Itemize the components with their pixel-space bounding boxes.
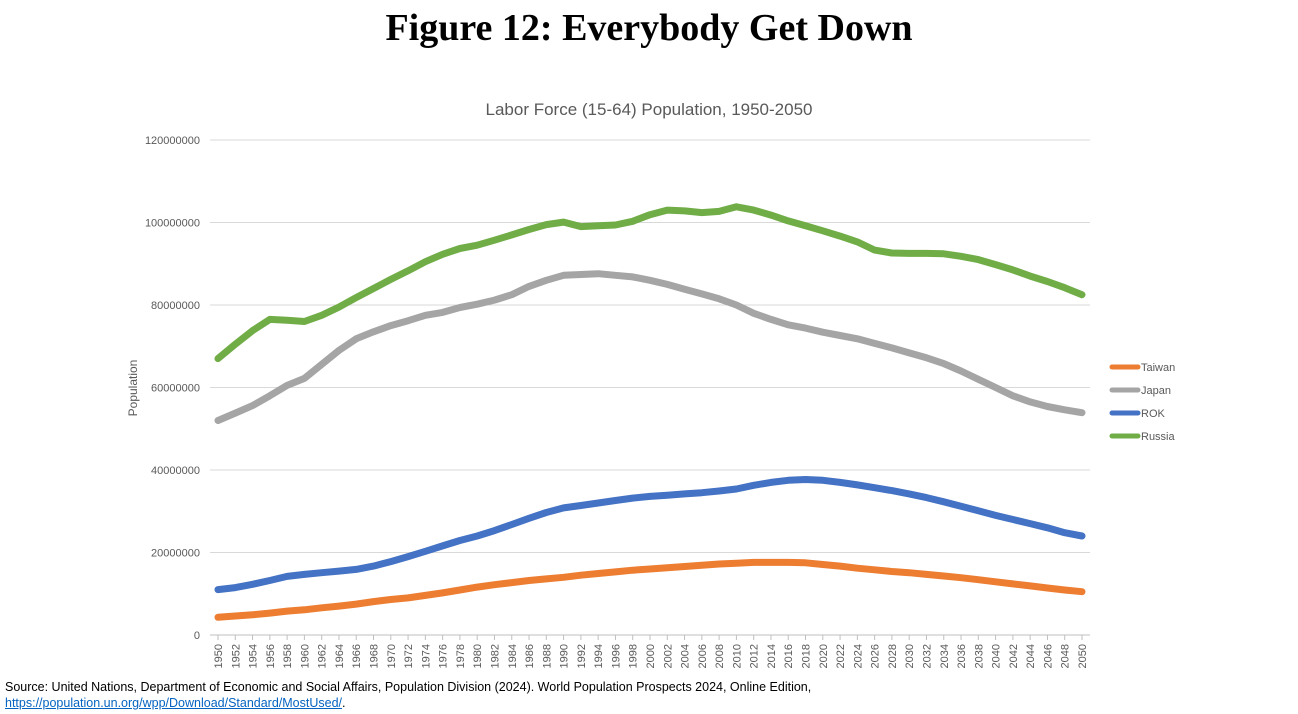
- y-tick-label: 80000000: [151, 300, 200, 312]
- x-tick-label: 1978: [455, 644, 467, 668]
- x-tick-label: 2020: [818, 644, 830, 668]
- source-link[interactable]: https://population.un.org/wpp/Download/S…: [5, 696, 343, 710]
- x-tick-label: 2042: [1008, 644, 1020, 668]
- x-tick-label: 1966: [351, 644, 363, 668]
- x-tick-label: 1996: [610, 644, 622, 668]
- x-tick-label: 1960: [299, 644, 311, 668]
- line-chart: 0 20000000 40000000 60000000 80000000 1000000…: [126, 135, 1176, 668]
- x-tick-label: 2044: [1025, 644, 1037, 668]
- x-tick-label: 1970: [386, 644, 398, 668]
- x-tick-label: 2038: [973, 644, 985, 668]
- y-tick-label: 20000000: [151, 548, 200, 560]
- chart-title: Labor Force (15-64) Population, 1950-205…: [485, 100, 813, 119]
- x-tick-label: 2036: [956, 644, 968, 668]
- x-tick-label: 2012: [749, 644, 761, 668]
- y-tick-label: 120000000: [145, 135, 200, 147]
- series-line-rok: [214, 476, 1086, 594]
- y-tick-label: 60000000: [151, 383, 200, 395]
- x-tick-label: 2006: [697, 644, 709, 668]
- y-tick-label: 100000000: [145, 218, 200, 230]
- x-tick-label: 2016: [783, 644, 795, 668]
- figure-title: Figure 12: Everybody Get Down: [385, 7, 913, 49]
- source-note: Source: United Nations, Department of Ec…: [5, 679, 811, 711]
- x-tick-label: 1964: [334, 644, 346, 668]
- x-tick-label: 2048: [1060, 644, 1072, 668]
- x-tick-label: 2034: [939, 644, 951, 668]
- x-tick-label: 1954: [248, 644, 260, 668]
- x-tick-label: 2010: [731, 644, 743, 668]
- series-line-russia: [214, 203, 1086, 363]
- x-tick-label: 2028: [887, 644, 899, 668]
- x-tick-label: 1974: [420, 644, 432, 668]
- x-tick-label: 1958: [282, 644, 294, 668]
- x-tick-label: 1968: [369, 644, 381, 668]
- legend-label-russia: Russia: [1141, 431, 1176, 443]
- x-tick-label: 2002: [662, 644, 674, 668]
- y-tick-label: 0: [194, 630, 200, 642]
- series-line-taiwan: [214, 558, 1086, 621]
- legend-label-taiwan: Taiwan: [1141, 362, 1175, 374]
- x-tick-label: 2008: [714, 644, 726, 668]
- x-tick-label: 1980: [472, 644, 484, 668]
- legend-label-japan: Japan: [1141, 385, 1171, 397]
- x-tick-label: 1992: [576, 644, 588, 668]
- source-suffix: .: [342, 696, 346, 710]
- x-tick-label: 2026: [870, 644, 882, 668]
- x-tick-label: 2040: [991, 644, 1003, 668]
- x-tick-label: 1988: [541, 644, 553, 668]
- x-tick-label: 2014: [766, 644, 778, 668]
- x-tick-label: 1994: [593, 644, 605, 668]
- x-tick-label: 1962: [317, 644, 329, 668]
- x-tick-label: 1984: [507, 644, 519, 668]
- x-tick-label: 1952: [230, 644, 242, 668]
- legend-label-rok: ROK: [1141, 408, 1166, 420]
- x-tick-label: 2004: [680, 644, 692, 668]
- x-tick-label: 2046: [1042, 644, 1054, 668]
- x-tick-label: 2050: [1077, 644, 1089, 668]
- y-tick-label: 40000000: [151, 465, 200, 477]
- x-tick-label: 1950: [213, 644, 225, 668]
- x-tick-label: 2032: [921, 644, 933, 668]
- x-tick-label: 1956: [265, 644, 277, 668]
- x-tick-label: 2030: [904, 644, 916, 668]
- source-text: Source: United Nations, Department of Ec…: [5, 680, 812, 694]
- x-tick-label: 1986: [524, 644, 536, 668]
- x-tick-label: 1990: [559, 644, 571, 668]
- series-line-japan: [214, 270, 1086, 424]
- x-tick-label: 2018: [801, 644, 813, 668]
- x-tick-label: 2000: [645, 644, 657, 668]
- series-lines: [214, 203, 1086, 621]
- x-tick-label: 1998: [628, 644, 640, 668]
- x-tick-label: 1982: [489, 644, 501, 668]
- x-tick-label: 1976: [438, 644, 450, 668]
- x-tick-label: 2022: [835, 644, 847, 668]
- y-tick-labels: 0 20000000 40000000 60000000 80000000 1000000…: [145, 135, 200, 642]
- legend: Taiwan Japan ROK Russia: [1109, 362, 1176, 443]
- x-tick-label: 1972: [403, 644, 415, 668]
- y-axis-title: Population: [126, 360, 140, 417]
- x-tick-label: 2024: [852, 644, 864, 668]
- x-tick-labels: 1950 1952 1954 1956 1958 1960 1962 1964 1966 1968…: [213, 635, 1089, 668]
